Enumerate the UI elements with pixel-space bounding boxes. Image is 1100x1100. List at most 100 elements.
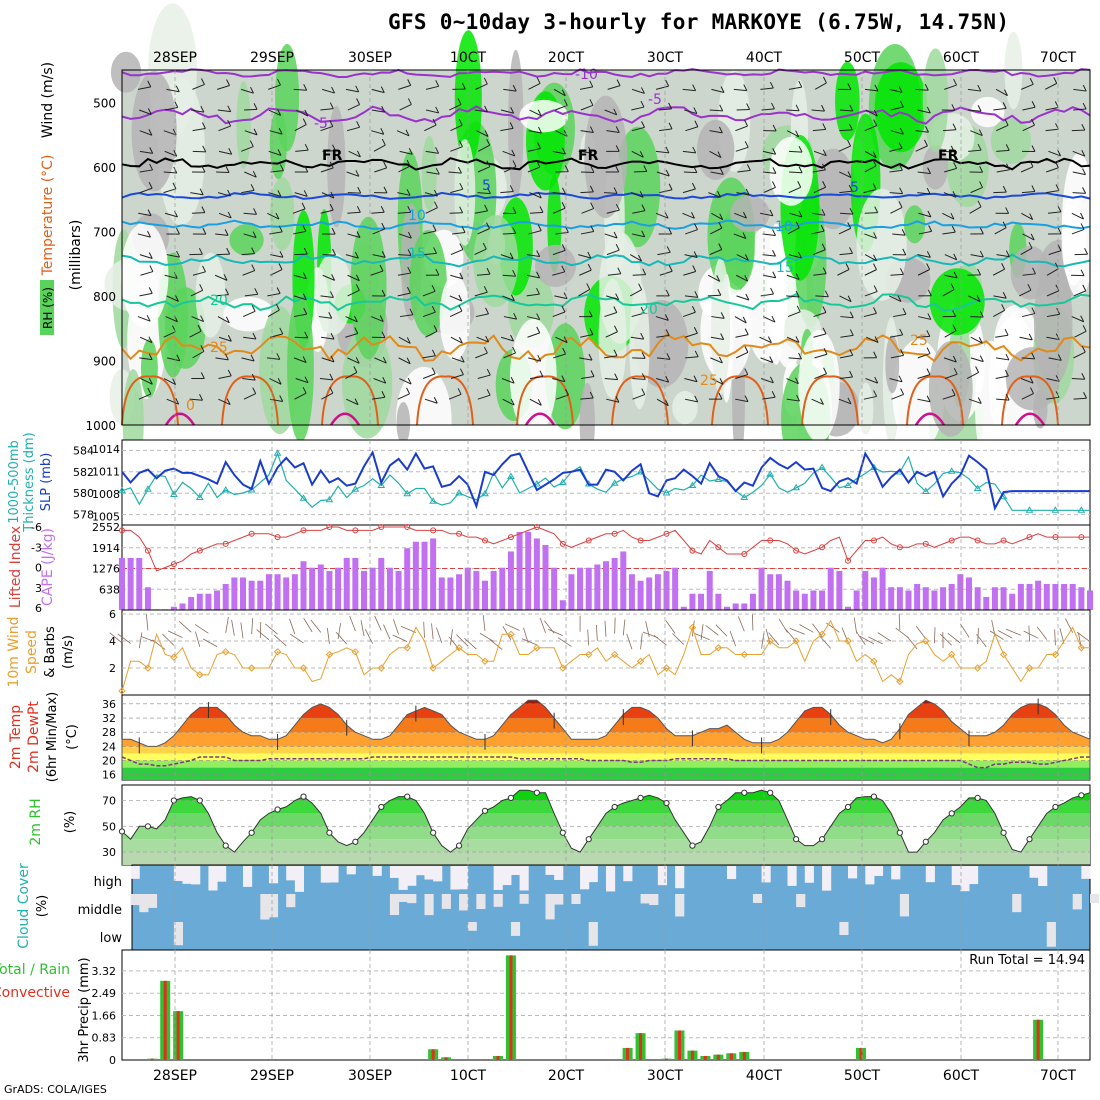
- wind-barb: [303, 307, 308, 315]
- wind-barb: [970, 130, 983, 137]
- wind10-barb: [960, 623, 970, 638]
- wind-barb: [1021, 190, 1035, 194]
- cape-bar: [291, 574, 298, 610]
- wind-barb: [822, 267, 827, 274]
- wind-barb: [330, 355, 335, 363]
- wind-barb: [227, 335, 232, 342]
- wind-barb: [191, 212, 205, 214]
- wind-barb: [746, 164, 751, 171]
- precip-convective-bar: [626, 1047, 630, 1060]
- wind-barb: [423, 230, 437, 235]
- wind-barb: [252, 387, 257, 394]
- wind-barb: [450, 124, 463, 132]
- wind10-barb: [138, 632, 143, 649]
- wind-barb: [172, 128, 177, 136]
- wind-barb: [977, 268, 982, 276]
- cape-bar: [335, 567, 342, 610]
- wind-barb: [840, 316, 854, 319]
- rh-marker: [248, 829, 255, 836]
- li-marker: [378, 524, 385, 530]
- cape-bar: [369, 567, 376, 610]
- cloud-clear-cell: [873, 866, 884, 876]
- wind-barb: [718, 356, 723, 364]
- wind-barb: [475, 352, 488, 359]
- wind-barb: [786, 378, 799, 385]
- wind-barb: [873, 109, 878, 117]
- cape-bar: [957, 574, 964, 610]
- wind-barb: [373, 144, 386, 152]
- wind-barb: [536, 326, 541, 334]
- cloud-clear-cell: [286, 894, 296, 908]
- wind-barb: [249, 140, 254, 147]
- slp-marker: [299, 494, 308, 501]
- cape-bar: [896, 587, 903, 610]
- wind-barb: [527, 148, 541, 152]
- wind-barb: [244, 108, 258, 111]
- wind-barb: [643, 165, 648, 172]
- wind-barb: [396, 130, 410, 137]
- wind-barb: [345, 316, 358, 323]
- wind-barb: [632, 274, 646, 276]
- cape-bar: [404, 548, 411, 610]
- wind-barb: [539, 370, 544, 377]
- wind-barb: [399, 378, 412, 385]
- wind-barb: [762, 396, 776, 400]
- wind-barb: [279, 327, 284, 335]
- wind10-marker: [455, 644, 463, 652]
- isotherm-line: [1001, 375, 1059, 426]
- wind-barb: [373, 378, 386, 384]
- wind10-barb: [393, 619, 399, 635]
- wind-barb: [322, 274, 335, 281]
- wind-barb: [166, 398, 179, 405]
- wind-barb: [1031, 100, 1036, 108]
- cape-bar: [654, 574, 661, 610]
- wind-barb: [176, 354, 181, 361]
- cape-bar: [283, 577, 290, 610]
- wind-barb: [252, 332, 257, 340]
- wind-barb: [718, 392, 723, 400]
- rh-region: [509, 318, 557, 437]
- rh-marker: [118, 828, 126, 835]
- wind-barb: [615, 203, 620, 211]
- wind-barb: [279, 251, 284, 258]
- wind-barb: [372, 254, 386, 258]
- wind10-barb: [819, 636, 832, 649]
- wind-barb: [252, 170, 257, 178]
- wind-barb: [460, 355, 465, 363]
- wind-barb: [659, 189, 673, 194]
- wind-barb: [734, 212, 747, 219]
- wind10-barb: [539, 617, 546, 634]
- wind-barb: [760, 293, 774, 297]
- wind-barb: [502, 232, 516, 235]
- wind-barb: [953, 367, 958, 375]
- wind10-barb: [812, 623, 823, 637]
- wind-barb: [745, 293, 750, 301]
- wind-barb: [900, 388, 905, 395]
- wind-barb: [682, 150, 696, 154]
- isotherm-line: [121, 105, 1091, 125]
- wind-barb: [840, 334, 854, 338]
- wind-barb: [996, 398, 1010, 401]
- wind-barb: [1081, 123, 1086, 131]
- wind-barb: [864, 233, 877, 239]
- wind-barb: [227, 211, 232, 219]
- cape-bar: [421, 541, 428, 610]
- wind-barb: [459, 272, 464, 280]
- rh-region: [990, 117, 1032, 164]
- wind-barb: [397, 272, 411, 276]
- wind-barb: [302, 356, 307, 363]
- cloud-clear-cell: [545, 866, 555, 875]
- slp-tick-label: 1005: [92, 510, 120, 523]
- wind-barb: [968, 149, 982, 152]
- wind-barb: [970, 316, 984, 318]
- isotherm-line: [906, 375, 964, 426]
- wind-barb: [978, 336, 983, 344]
- cape-bar: [559, 600, 566, 610]
- wind10-marker: [636, 657, 645, 665]
- wind-barb: [717, 289, 722, 296]
- li-marker: [948, 537, 955, 544]
- wind-barb: [356, 150, 361, 158]
- wind-barb: [434, 189, 438, 197]
- wind10-marker: [740, 650, 748, 659]
- cape-bar: [974, 587, 981, 610]
